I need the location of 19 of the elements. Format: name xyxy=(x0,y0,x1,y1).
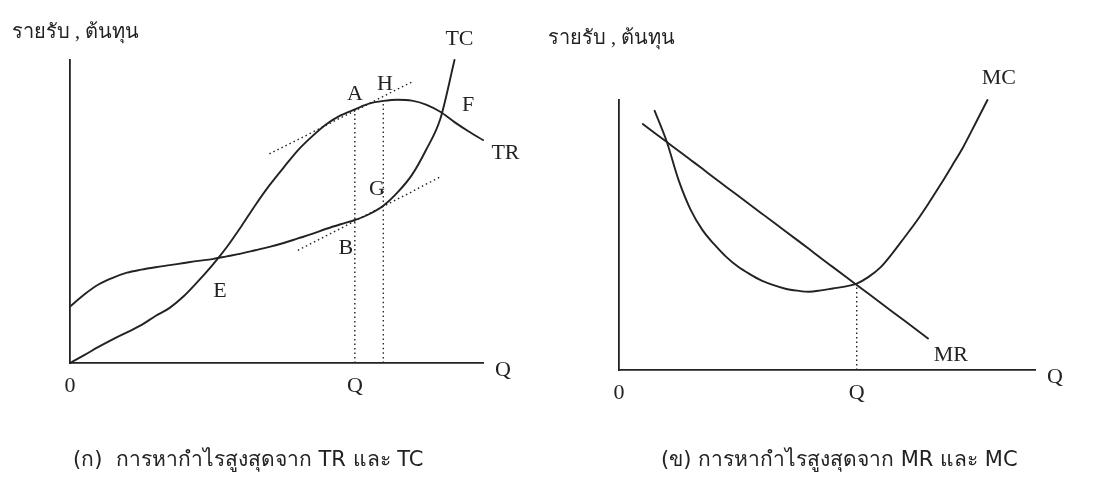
series-label: MC xyxy=(981,63,1016,89)
series-label: TR xyxy=(491,139,520,165)
x-tick-label: 0 xyxy=(64,371,76,397)
text: (ข) การหากำไรสูงสุดจาก MR และ MC xyxy=(661,446,1018,472)
annotation: E xyxy=(213,276,227,302)
series-label: TC xyxy=(445,25,474,51)
annotation: F xyxy=(461,90,475,116)
annotation: H xyxy=(377,69,394,95)
annotation: G xyxy=(369,174,386,200)
x-tick-label: Q xyxy=(848,378,865,404)
y-axis-title: รายรับ , ต้นทุน xyxy=(12,20,139,45)
annotation: B xyxy=(338,233,354,259)
annotation: A xyxy=(346,80,363,106)
x-tick-label: Q xyxy=(346,371,363,397)
x-axis-title: Q xyxy=(495,355,511,381)
series-label: MR xyxy=(933,341,969,367)
x-tick-label: 0 xyxy=(613,378,625,404)
text: (ก) การหากำไรสูงสุดจาก TR และ TC xyxy=(73,446,424,472)
y-axis-title: รายรับ , ต้นทุน xyxy=(548,26,675,51)
